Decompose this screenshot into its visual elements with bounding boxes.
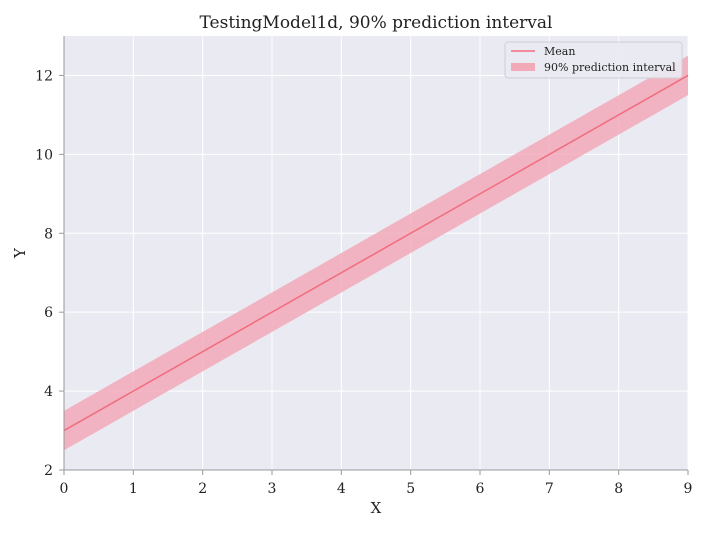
y-tick-label: 8 [44, 226, 53, 242]
y-tick-label: 6 [44, 305, 53, 321]
x-ticks: 0 1 2 3 4 5 6 7 8 9 [60, 470, 693, 497]
legend-box [504, 41, 683, 79]
mean-line [63, 74, 689, 432]
legend: Mean 90% prediction interval [504, 41, 683, 79]
x-tick-label: 4 [337, 481, 346, 497]
axes [63, 36, 688, 471]
x-axis-label: X [371, 499, 382, 517]
legend-band-swatch [511, 63, 535, 71]
y-ticks: 2 4 6 8 10 12 [35, 68, 64, 479]
x-tick-label: 2 [198, 481, 207, 497]
y-tick-label: 12 [35, 68, 53, 84]
legend-mean-label: Mean [544, 45, 575, 58]
x-tick-label: 6 [476, 481, 485, 497]
x-tick-label: 0 [60, 481, 69, 497]
y-tick-label: 2 [44, 463, 53, 479]
chart-title: TestingModel1d, 90% prediction interval [200, 13, 553, 33]
x-tick-label: 9 [684, 481, 693, 497]
y-tick-label: 4 [44, 384, 53, 400]
x-tick-label: 8 [614, 481, 623, 497]
legend-band-label: 90% prediction interval [544, 61, 676, 74]
x-tick-label: 3 [268, 481, 277, 497]
x-tick-label: 5 [406, 481, 415, 497]
y-axis-label: Y [11, 247, 29, 259]
x-tick-label: 1 [129, 481, 138, 497]
y-tick-label: 10 [35, 147, 53, 163]
x-tick-label: 7 [545, 481, 554, 497]
